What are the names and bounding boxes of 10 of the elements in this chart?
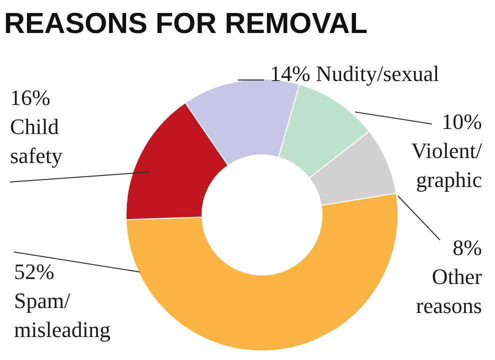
- data-label: 8%: [452, 235, 482, 260]
- data-label: 16%: [10, 85, 50, 110]
- chart-title: REASONS FOR REMOVAL: [4, 8, 368, 40]
- slice-label: Other reasons: [416, 264, 483, 318]
- slice-label: Child safety: [10, 114, 63, 168]
- data-label: 52%: [14, 259, 54, 284]
- data-label: 10%: [442, 109, 482, 134]
- slice-label: Violent/graphic: [411, 138, 483, 192]
- slice-label: 14% Nudity/sexual: [270, 61, 440, 86]
- slice-label: Spam/misleading: [14, 288, 111, 342]
